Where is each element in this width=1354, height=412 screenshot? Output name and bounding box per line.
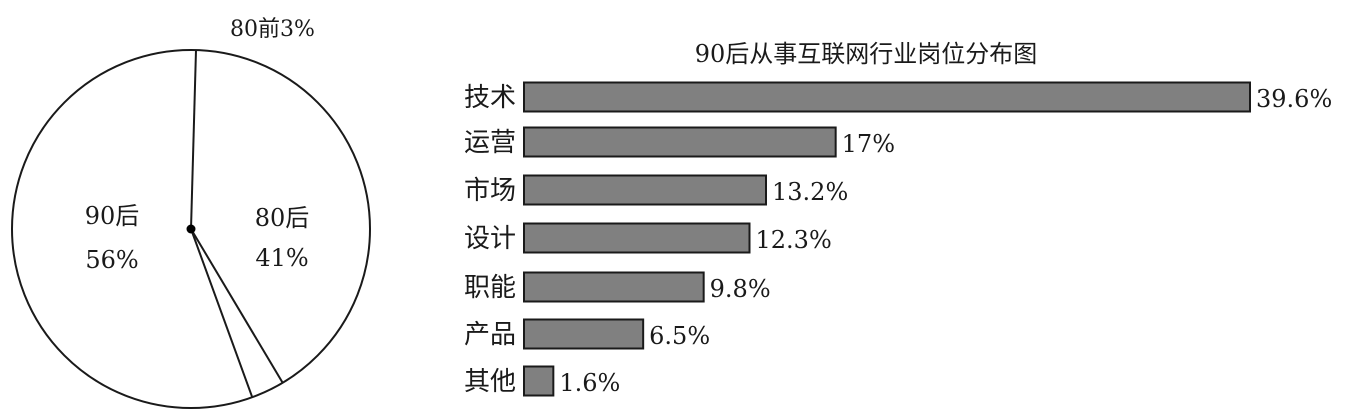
- bar: [523, 318, 645, 350]
- bar-category-label: 职能: [464, 273, 516, 303]
- bar-value-label: 6.5%: [649, 322, 710, 350]
- bar: [523, 222, 751, 254]
- bar: [523, 365, 555, 397]
- bar-category-label: 产品: [464, 320, 516, 350]
- pie-label-name-1: 90后: [85, 202, 140, 230]
- pie-label-value-2: 41%: [255, 244, 308, 272]
- pie-center-dot: [186, 224, 196, 234]
- bar-category-label: 市场: [464, 176, 516, 206]
- bar-value-label: 12.3%: [756, 226, 832, 254]
- bar-category-label: 运营: [464, 128, 516, 158]
- bar: [523, 271, 705, 303]
- pie-label-name-2: 80后: [255, 204, 310, 232]
- bar-value-label: 9.8%: [710, 275, 771, 303]
- bar-value-label: 1.6%: [559, 369, 620, 397]
- pie-label-3: 80前3%: [230, 17, 315, 42]
- bar-chart-title: 90后从事互联网行业岗位分布图: [695, 40, 1038, 68]
- pie-chart: 90后 56% 80后 41% 80前3%: [11, 17, 371, 409]
- bar-value-label: 17%: [842, 130, 895, 158]
- bar: [523, 81, 1251, 113]
- bar-category-label: 技术: [464, 83, 516, 113]
- bar-category-label: 其他: [464, 367, 516, 397]
- bar: [523, 126, 837, 158]
- pie-label-value-1: 56%: [85, 246, 138, 274]
- pie-slice-boundary-1: [190, 228, 254, 398]
- bar-value-label: 39.6%: [1256, 85, 1332, 113]
- bar: [523, 174, 767, 206]
- pie-slice-boundary-3: [190, 228, 284, 384]
- bar-category-label: 设计: [464, 224, 516, 254]
- bar-chart: 90后从事互联网行业岗位分布图 技术 39.6% 运营 17% 市场 13.2% 设计 12.…: [464, 40, 1332, 397]
- bar-value-label: 13.2%: [772, 178, 848, 206]
- pie-slice-boundary-2: [190, 50, 197, 230]
